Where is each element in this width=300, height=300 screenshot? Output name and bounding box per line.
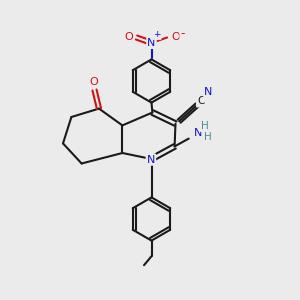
Text: O: O: [89, 76, 98, 87]
Text: N: N: [147, 38, 156, 48]
Text: C: C: [197, 96, 204, 106]
Text: H: H: [204, 131, 212, 142]
Text: O: O: [124, 32, 134, 43]
Text: -: -: [181, 27, 185, 40]
Text: H: H: [201, 121, 208, 131]
Text: +: +: [153, 30, 161, 39]
Text: N: N: [194, 128, 202, 138]
Text: N: N: [204, 87, 213, 98]
Text: N: N: [147, 154, 155, 165]
Text: O: O: [171, 32, 180, 42]
